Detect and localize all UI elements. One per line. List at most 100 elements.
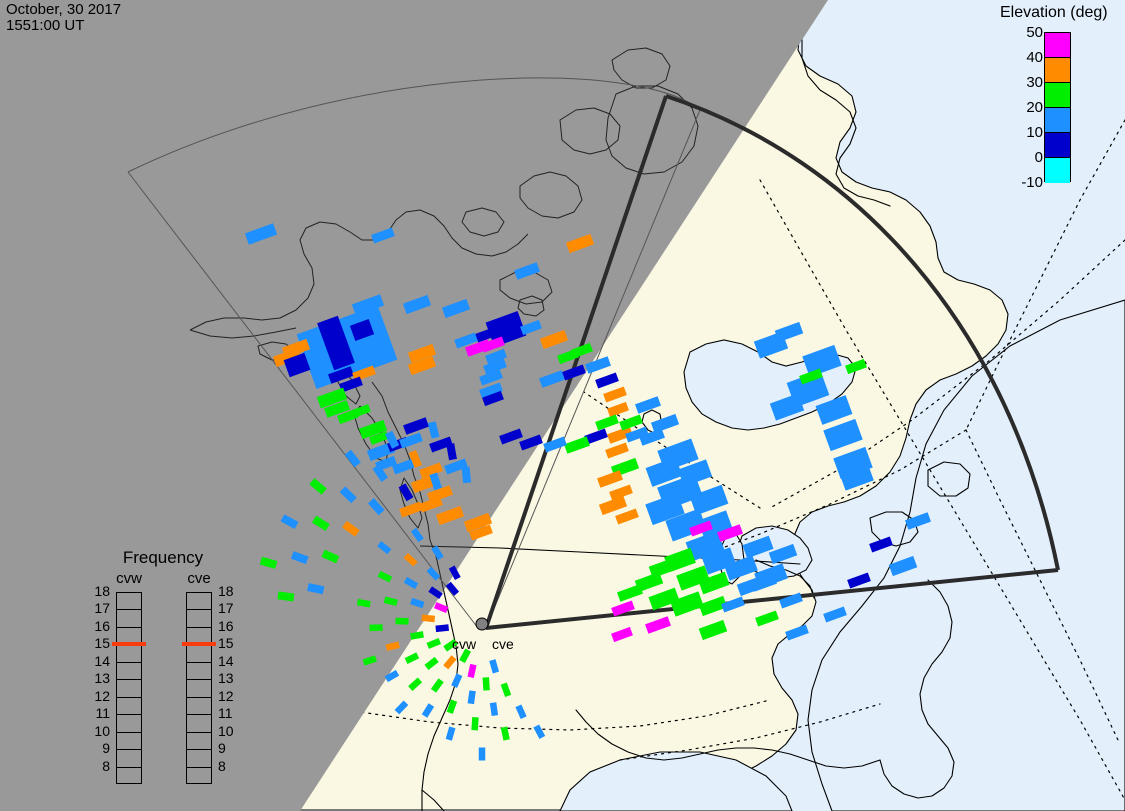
great-lakes-detail	[755, 559, 815, 599]
backscatter-cell	[685, 530, 725, 562]
elevation-band-1	[1045, 58, 1070, 83]
frequency-column-header-cve: cve	[187, 570, 211, 587]
backscatter-cell	[395, 617, 409, 625]
newfoundland	[927, 461, 971, 497]
frequency-cell	[187, 680, 211, 698]
site-label-cve: cve	[492, 636, 514, 652]
elevation-band-3	[1045, 108, 1070, 133]
backscatter-cell	[426, 566, 441, 581]
backscatter-cell	[815, 395, 853, 425]
backscatter-cell	[483, 358, 507, 375]
backscatter-cell	[467, 663, 477, 678]
backscatter-cell	[369, 624, 383, 632]
backscatter-cell	[372, 464, 389, 482]
backscatter-cell	[403, 576, 419, 590]
backscatter-cell	[598, 495, 628, 516]
frequency-tick-cve-17: 17	[218, 600, 234, 617]
backscatter-cell	[595, 414, 619, 431]
frequency-tick-cvw-17: 17	[94, 600, 110, 617]
elevation-band-0	[1045, 33, 1070, 58]
backscatter-cell	[463, 512, 493, 533]
backscatter-cell	[407, 343, 437, 364]
backscatter-cell	[461, 466, 472, 484]
backscatter-cell	[419, 462, 443, 479]
frequency-cell	[117, 750, 141, 768]
fov-thick-arc	[665, 94, 1060, 571]
backscatter-cell	[482, 677, 490, 691]
backscatter-cell	[724, 555, 758, 581]
backscatter-cell	[565, 233, 595, 254]
frequency-tick-cvw-13: 13	[94, 670, 110, 687]
backscatter-cell	[272, 347, 302, 368]
backscatter-cell	[571, 342, 593, 359]
backscatter-cell	[597, 470, 623, 488]
backscatter-cell	[311, 515, 330, 531]
backscatter-cell	[751, 574, 777, 592]
frequency-cell	[117, 593, 141, 611]
backscatter-cell	[446, 443, 457, 461]
backscatter-cell	[362, 655, 377, 666]
backscatter-cell	[645, 492, 685, 526]
backscatter-cell	[603, 386, 627, 403]
backscatter-cell	[519, 434, 543, 451]
frequency-column-header-cvw: cvw	[116, 570, 142, 587]
backscatter-cell	[676, 565, 710, 591]
backscatter-cell	[520, 319, 542, 336]
backscatter-cell	[443, 638, 458, 652]
backscatter-cell	[399, 501, 423, 518]
backscatter-cell	[802, 344, 842, 378]
frequency-tick-cvw-10: 10	[94, 722, 110, 739]
backscatter-cell	[467, 690, 476, 705]
frequency-cell	[187, 750, 211, 768]
backscatter-cell	[410, 527, 424, 543]
frequency-marker-cve	[182, 642, 216, 647]
backscatter-cell	[394, 700, 409, 715]
backscatter-cell	[244, 223, 278, 245]
backscatter-cell	[351, 404, 371, 418]
backscatter-cell	[742, 535, 774, 559]
backscatter-cell	[419, 496, 443, 513]
backscatter-cell	[670, 591, 704, 617]
elevation-band-4	[1045, 133, 1070, 158]
backscatter-cell	[309, 478, 327, 495]
backscatter-cell	[428, 586, 443, 600]
backscatter-cell	[410, 597, 425, 609]
backscatter-cell	[635, 396, 661, 414]
backscatter-cell	[485, 310, 527, 348]
backscatter-cell	[441, 298, 471, 319]
backscatter-cell	[431, 545, 444, 560]
frequency-cell	[117, 733, 141, 751]
frequency-tick-cve-11: 11	[218, 705, 233, 722]
frequency-tick-cve-18: 18	[218, 583, 234, 599]
backscatter-cell	[769, 393, 805, 421]
backscatter-cells	[244, 223, 931, 761]
backscatter-cell	[689, 520, 713, 537]
backscatter-cell	[277, 591, 295, 602]
backscatter-cell	[639, 428, 665, 446]
atlantic-ocean	[807, 299, 1125, 811]
backscatter-cell	[479, 382, 503, 399]
backscatter-cell	[489, 659, 500, 674]
elevation-tick--10: -10	[1021, 174, 1043, 191]
backscatter-cell	[404, 652, 420, 664]
frequency-tick-cve-13: 13	[218, 670, 234, 687]
backscatter-cell	[280, 514, 299, 529]
backscatter-cell	[689, 484, 729, 516]
backscatter-cell	[371, 227, 395, 244]
gulf-of-mexico	[559, 751, 793, 811]
backscatter-cell	[645, 457, 683, 487]
frequency-scale-cvw	[116, 592, 142, 784]
backscatter-cell	[344, 449, 361, 468]
backscatter-cell	[349, 319, 375, 341]
backscatter-cell	[650, 413, 680, 434]
backscatter-cell	[351, 294, 385, 316]
frequency-tick-cvw-11: 11	[95, 705, 110, 722]
backscatter-cell	[515, 704, 527, 719]
backscatter-cell	[328, 366, 354, 384]
radar-origin-marker	[475, 617, 489, 631]
backscatter-cell	[316, 387, 348, 409]
backscatter-cell	[475, 326, 499, 343]
backscatter-cell	[427, 421, 440, 439]
backscatter-cell	[701, 547, 737, 575]
backscatter-cell	[499, 428, 523, 445]
